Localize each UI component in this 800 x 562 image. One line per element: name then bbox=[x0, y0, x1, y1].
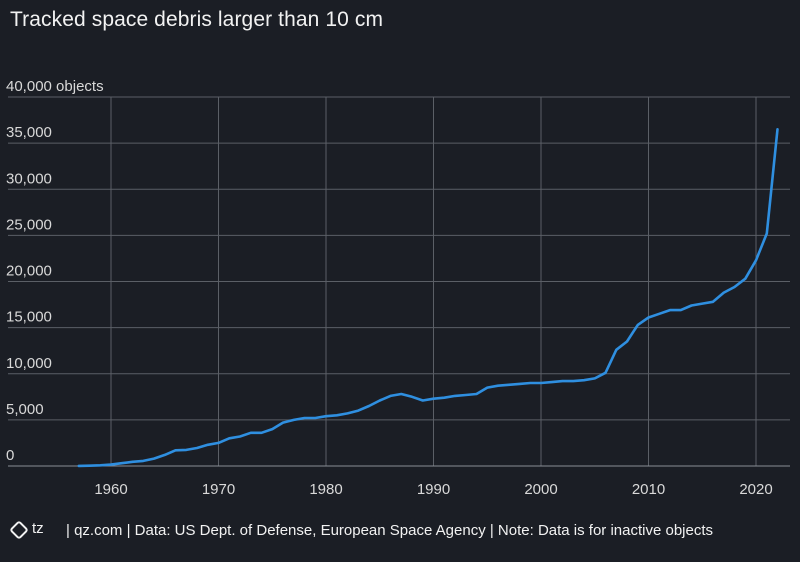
y-tick-label: 40,000 objects bbox=[6, 78, 104, 95]
y-tick-label: 10,000 bbox=[6, 355, 52, 372]
series-line-0 bbox=[77, 128, 779, 468]
x-tick-label: 2000 bbox=[524, 481, 557, 498]
footer-source-text: | qz.com | Data: US Dept. of Defense, Eu… bbox=[66, 521, 714, 539]
y-tick-label: 30,000 bbox=[6, 170, 52, 187]
series-layer bbox=[77, 128, 779, 468]
quartz-logo[interactable]: tz bbox=[9, 520, 62, 540]
quartz-logo-text: tz bbox=[32, 520, 44, 537]
x-tick-label: 1970 bbox=[202, 481, 235, 498]
y-tick-label: 20,000 bbox=[6, 263, 52, 280]
x-tick-label: 1990 bbox=[417, 481, 450, 498]
y-tick-label: 25,000 bbox=[6, 216, 52, 233]
y-tick-label: 35,000 bbox=[6, 124, 52, 141]
y-tick-label: 15,000 bbox=[6, 309, 52, 326]
x-tick-label: 2010 bbox=[632, 481, 665, 498]
grid-lines bbox=[8, 96, 790, 467]
y-tick-label: 0 bbox=[6, 447, 14, 464]
chart-title: Tracked space debris larger than 10 cm bbox=[10, 8, 384, 31]
x-tick-label: 1980 bbox=[309, 481, 342, 498]
axis-labels: 0 5,000 10,000 15,000 20,000 25,000 30,000 35,0… bbox=[6, 78, 773, 498]
footer: tz | qz.com | Data: US Dept. of Defense,… bbox=[9, 520, 714, 540]
x-tick-label: 1960 bbox=[94, 481, 127, 498]
quartz-logo-icon bbox=[9, 520, 29, 540]
x-tick-label: 2020 bbox=[739, 481, 772, 498]
y-tick-label: 5,000 bbox=[6, 401, 44, 418]
